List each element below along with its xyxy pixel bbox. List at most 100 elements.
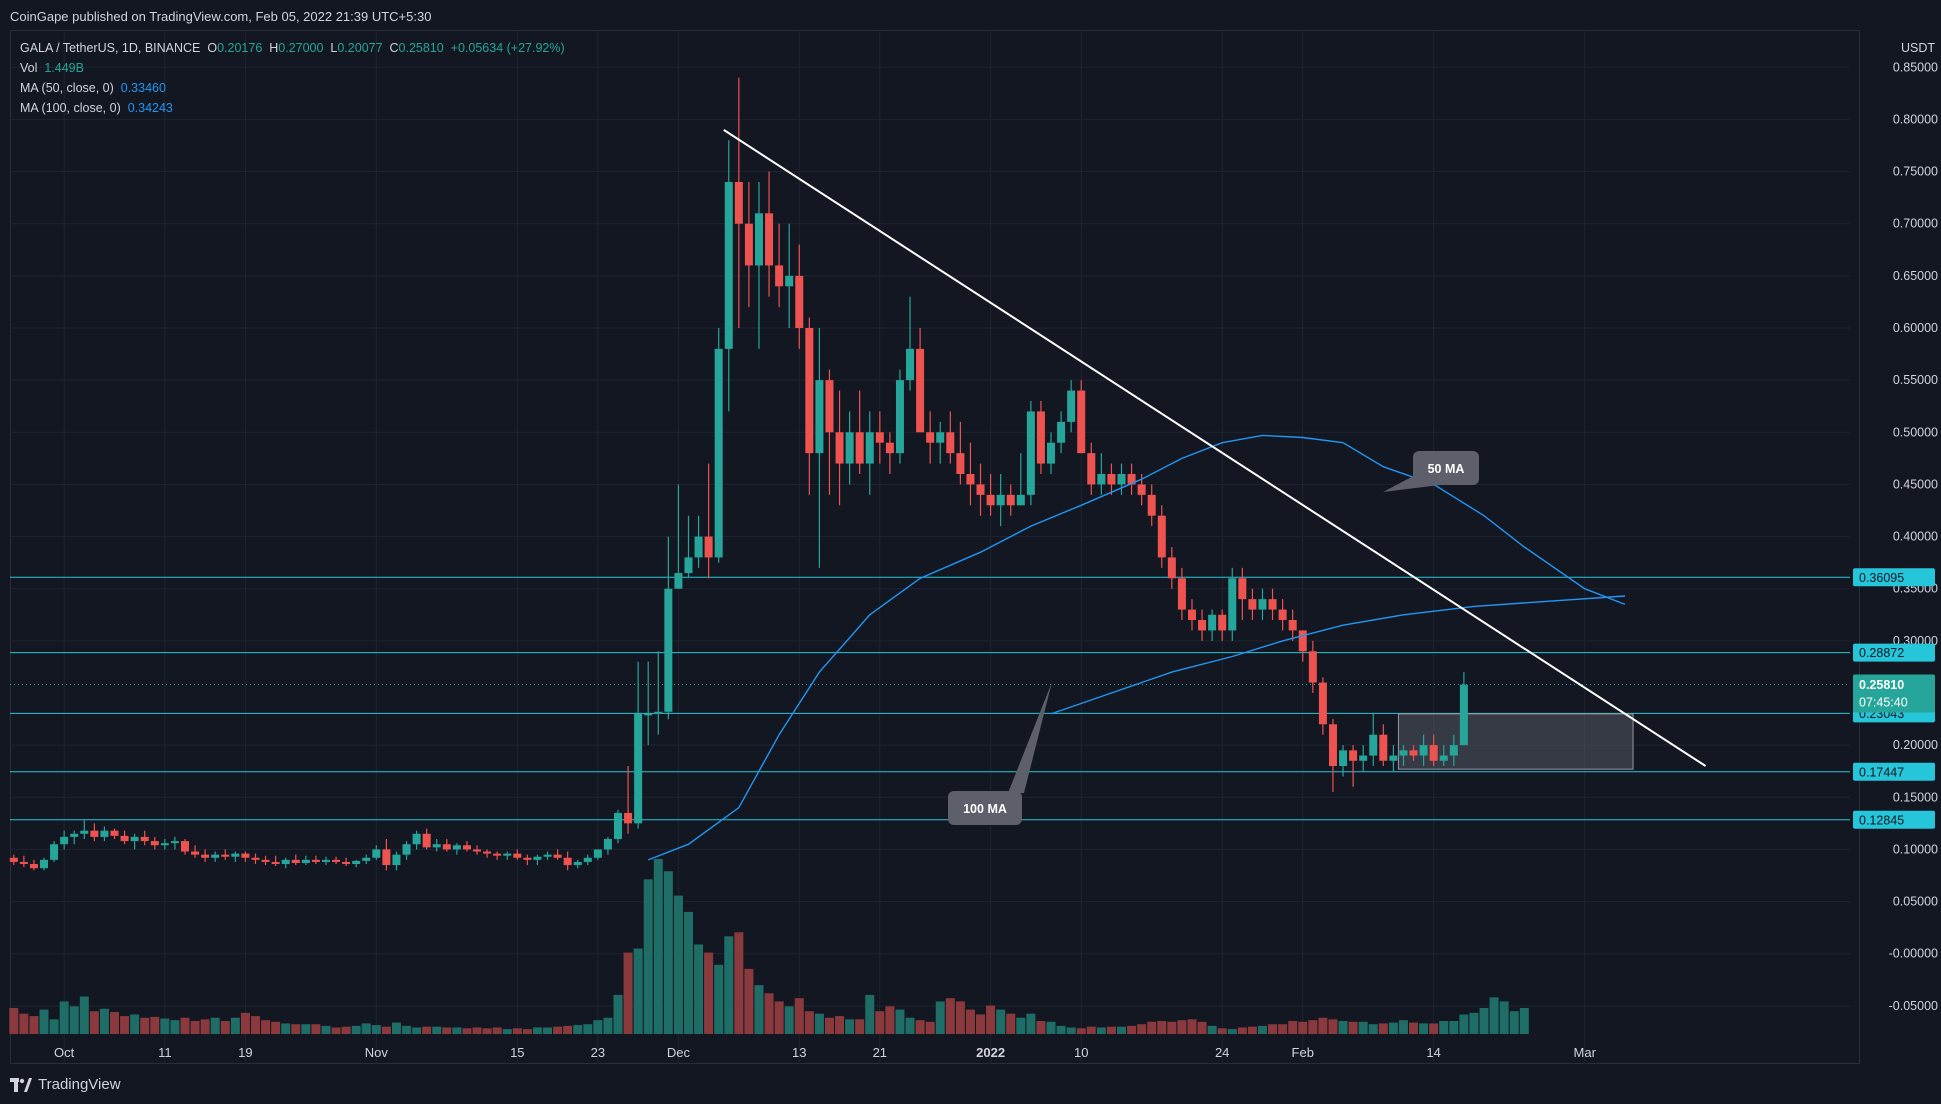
candle [211, 851, 220, 862]
tradingview-logo-icon [10, 1077, 32, 1092]
candle [916, 328, 925, 433]
candle [110, 828, 119, 839]
candle-body [1026, 411, 1035, 495]
candle-body [19, 861, 28, 865]
candle-body [694, 536, 703, 558]
candle-body [664, 588, 673, 712]
candle-body [1318, 682, 1327, 725]
price-tick-label: 0.20000 [1893, 738, 1938, 752]
volume-bar [754, 985, 764, 1034]
candle-body [90, 830, 99, 837]
candle [1449, 734, 1458, 766]
candle [241, 851, 250, 862]
volume-bar [351, 1025, 361, 1034]
candle [60, 830, 69, 850]
volume-bar [694, 944, 704, 1034]
volume-bar [1509, 1011, 1519, 1034]
volume-bar [865, 994, 875, 1034]
price-tick-label: 0.55000 [1893, 373, 1938, 387]
volume-bar [331, 1027, 341, 1034]
legend-ma100-row[interactable]: MA (100, close, 0) 0.34243 [20, 98, 565, 118]
candle [1328, 719, 1337, 793]
legend-volume-row[interactable]: Vol 1.449B [20, 58, 565, 78]
candle [422, 828, 431, 850]
candle [100, 826, 109, 842]
volume-bar [1167, 1021, 1177, 1034]
time-tick-label: Feb [1292, 1045, 1314, 1060]
candle [80, 820, 89, 839]
level-price-tag: 0.12845 [1853, 810, 1935, 829]
volume-bar [9, 1007, 19, 1034]
volume-bar [804, 1011, 814, 1034]
candle [70, 830, 79, 845]
candle [1117, 463, 1126, 495]
candle-body [1409, 750, 1418, 756]
candle [765, 171, 774, 297]
candle-body [1117, 474, 1126, 485]
top-bar: CoinGape published on TradingView.com, F… [0, 0, 1941, 30]
level-price-tag-text: 0.12845 [1859, 813, 1904, 827]
candle [885, 432, 894, 474]
candle [1278, 599, 1287, 631]
candle [432, 839, 441, 852]
candle [855, 390, 864, 474]
candle-body [382, 849, 391, 866]
candle [523, 854, 532, 866]
candle [573, 859, 582, 869]
candle [473, 845, 482, 855]
time-tick-label: 19 [238, 1045, 252, 1060]
candle-body [976, 484, 985, 495]
candle-body [261, 859, 270, 862]
candle [90, 823, 99, 842]
legend-ma50-row[interactable]: MA (50, close, 0) 0.33460 [20, 78, 565, 98]
candle-body [835, 432, 844, 464]
volume-bar [1106, 1026, 1116, 1034]
volume-bar [39, 1009, 49, 1034]
candle-body [1449, 745, 1458, 756]
candle-body [1359, 755, 1368, 761]
candle [150, 836, 159, 850]
ma50-callout-box [1413, 451, 1479, 485]
volume-bar [704, 952, 714, 1034]
candle-body [372, 849, 381, 858]
current-price-tag: 0.25810 07:45:40 [1853, 674, 1935, 713]
time-axis[interactable]: Oct 11 19 Nov 15 23 Dec 13 21 2022 10 24 Feb 14 Mar [54, 1045, 1597, 1060]
candle-body [352, 860, 361, 865]
candle-body [865, 432, 874, 464]
candle [543, 851, 552, 860]
price-tick-label: 0.75000 [1893, 165, 1938, 179]
candle [1167, 547, 1176, 589]
candle-body [513, 853, 522, 858]
price-tick-label: 0.50000 [1893, 425, 1938, 439]
legend-ma50-value: 0.33460 [120, 81, 166, 95]
candle [533, 854, 542, 866]
candle [1228, 567, 1237, 641]
candle-body [80, 830, 89, 834]
candle [775, 223, 784, 308]
candle-body [966, 474, 975, 485]
volume-bar [673, 895, 683, 1034]
candle [1067, 380, 1076, 433]
tradingview-brand[interactable]: TradingView [10, 1076, 121, 1093]
candle [734, 77, 743, 328]
level-price-tag: 0.28872 [1853, 643, 1935, 662]
candle-body [654, 711, 663, 714]
volume-bar [1137, 1024, 1147, 1034]
candle [1177, 567, 1186, 620]
price-axis[interactable]: 0.85000 0.80000 0.75000 0.70000 0.65000 0.600… [1853, 41, 1938, 1013]
candle-body [895, 380, 904, 454]
candle [1248, 588, 1257, 620]
candle-body [1379, 734, 1388, 761]
volume-bar [1439, 1020, 1449, 1034]
price-tick-label: -0.05000 [1889, 999, 1938, 1013]
volume-bar [543, 1027, 553, 1034]
volume-bar [1147, 1021, 1157, 1034]
candle [704, 463, 713, 579]
candle [1147, 484, 1156, 527]
volume-bar [140, 1017, 150, 1034]
candle-body [1097, 474, 1106, 485]
candle-body [120, 835, 129, 842]
candle [1268, 588, 1277, 620]
candle-body [674, 573, 683, 589]
